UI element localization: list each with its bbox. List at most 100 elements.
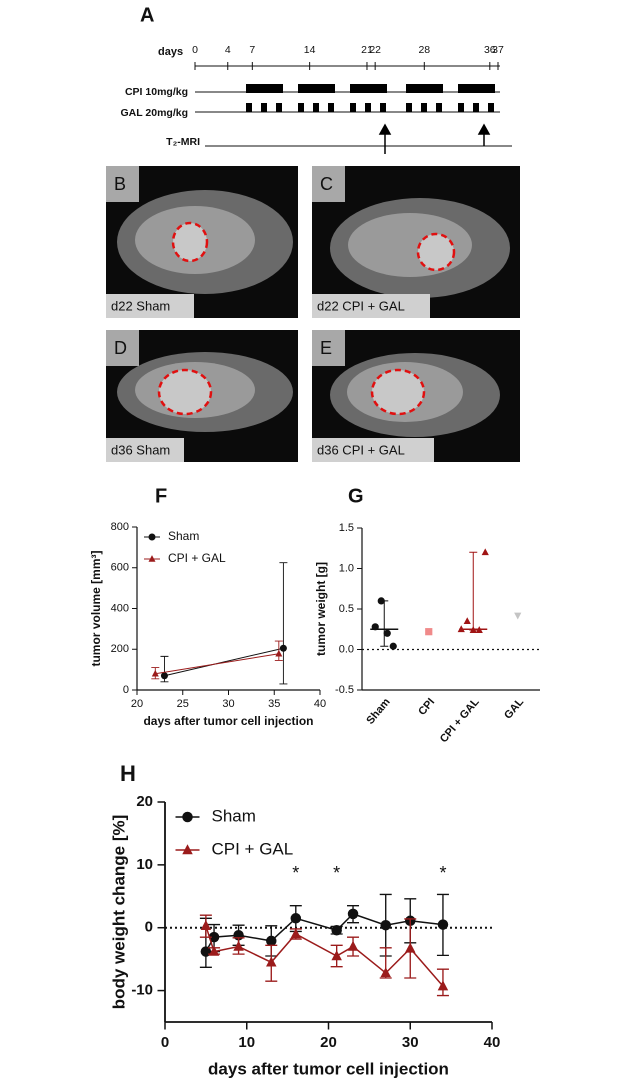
x-tick-label: 20	[131, 698, 143, 710]
marker	[405, 942, 416, 953]
marker	[290, 928, 302, 939]
y-tick-label: 800	[111, 521, 129, 533]
marker	[266, 935, 277, 947]
mri-arrows	[378, 123, 491, 154]
legend-label: CPI + GAL	[168, 551, 226, 565]
legend-label: Sham	[168, 529, 199, 543]
panel-letter: C	[320, 174, 333, 194]
marker	[463, 617, 471, 625]
panel-letter: F	[155, 485, 167, 507]
x-tick-label: 40	[484, 1034, 501, 1051]
x-axis-label: days after tumor cell injection	[143, 714, 313, 728]
marker	[389, 642, 397, 650]
range-bar	[469, 551, 478, 631]
marker	[279, 644, 287, 652]
marker	[371, 623, 379, 631]
marker	[233, 940, 244, 951]
legend-label: CPI + GAL	[212, 839, 294, 858]
x-tick-label: 40	[314, 698, 326, 710]
axis-label: days	[158, 46, 183, 58]
y-tick-label: -10	[131, 982, 153, 999]
marker	[437, 919, 449, 930]
y-tick-label: -0.5	[335, 684, 354, 696]
row-label: T₂-MRI	[166, 136, 200, 148]
error-bar	[279, 562, 288, 685]
series-line	[205, 925, 444, 987]
day-label: 7	[249, 44, 255, 56]
y-tick-label: 20	[136, 793, 153, 810]
marker	[469, 626, 477, 633]
annotation: *	[439, 863, 446, 883]
day-label: 37	[492, 44, 504, 56]
annotation: *	[292, 863, 299, 883]
y-tick-label: 0	[145, 919, 153, 936]
marker	[208, 945, 220, 956]
x-tick-label: CPI	[416, 696, 437, 718]
marker	[377, 597, 385, 605]
marker	[475, 626, 483, 633]
x-tick-label: 35	[268, 698, 280, 710]
gal-doses	[246, 103, 494, 112]
x-tick-label: CPI + GAL	[438, 696, 482, 745]
mri-image	[106, 166, 298, 318]
marker	[182, 811, 193, 823]
marker	[380, 919, 391, 931]
y-axis-label: body weight change [%]	[109, 815, 128, 1010]
day-label: 4	[225, 44, 231, 56]
marker	[275, 649, 283, 657]
mri-image	[312, 166, 520, 318]
day-label: 0	[192, 44, 198, 56]
marker	[347, 908, 359, 920]
y-tick-label: 0.0	[339, 643, 354, 655]
marker	[148, 555, 156, 562]
day-label: 21	[361, 44, 373, 56]
cpi-doses	[246, 84, 495, 93]
marker	[182, 844, 193, 855]
marker	[148, 533, 156, 541]
marker	[457, 625, 465, 633]
marker	[437, 980, 449, 991]
day-label: 28	[418, 44, 430, 56]
marker	[347, 940, 359, 951]
marker	[266, 956, 277, 967]
mri-image	[312, 330, 520, 462]
panel-letter: B	[114, 174, 126, 194]
legend-label: Sham	[212, 806, 256, 825]
y-tick-label: 0	[123, 684, 129, 696]
y-tick-label: 600	[111, 562, 129, 574]
y-tick-label: 400	[111, 602, 129, 614]
y-tick-label: 200	[111, 643, 129, 655]
y-tick-label: 10	[136, 856, 153, 873]
mri-image	[106, 330, 298, 462]
y-tick-label: 0.5	[339, 603, 354, 615]
image-caption: d22 CPI + GAL	[317, 298, 405, 313]
marker	[514, 612, 522, 620]
marker	[481, 548, 489, 556]
x-tick-label: 20	[320, 1034, 337, 1051]
y-tick-label: 1.5	[339, 522, 354, 534]
series-line	[155, 653, 279, 675]
marker	[380, 967, 391, 978]
panel-letter: D	[114, 338, 127, 358]
marker	[331, 950, 342, 961]
x-tick-label: 30	[222, 698, 234, 710]
panel-letter: G	[348, 485, 364, 507]
x-axis-label: days after tumor cell injection	[208, 1059, 449, 1078]
annotation: *	[333, 863, 340, 883]
image-caption: d22 Sham	[111, 298, 170, 313]
marker	[425, 628, 433, 636]
marker	[160, 672, 168, 680]
range-bar	[380, 600, 389, 647]
marker	[383, 629, 391, 637]
marker	[331, 924, 342, 936]
x-tick-label: 10	[238, 1034, 255, 1051]
y-axis-label: tumor volume [mm³]	[89, 550, 103, 666]
panel-letter: E	[320, 338, 332, 358]
x-tick-label: 30	[402, 1034, 419, 1051]
marker	[208, 931, 220, 943]
row-label: CPI 10mg/kg	[125, 86, 188, 98]
image-caption: d36 CPI + GAL	[317, 442, 405, 457]
y-tick-label: 1.0	[339, 562, 354, 574]
marker	[151, 669, 159, 677]
